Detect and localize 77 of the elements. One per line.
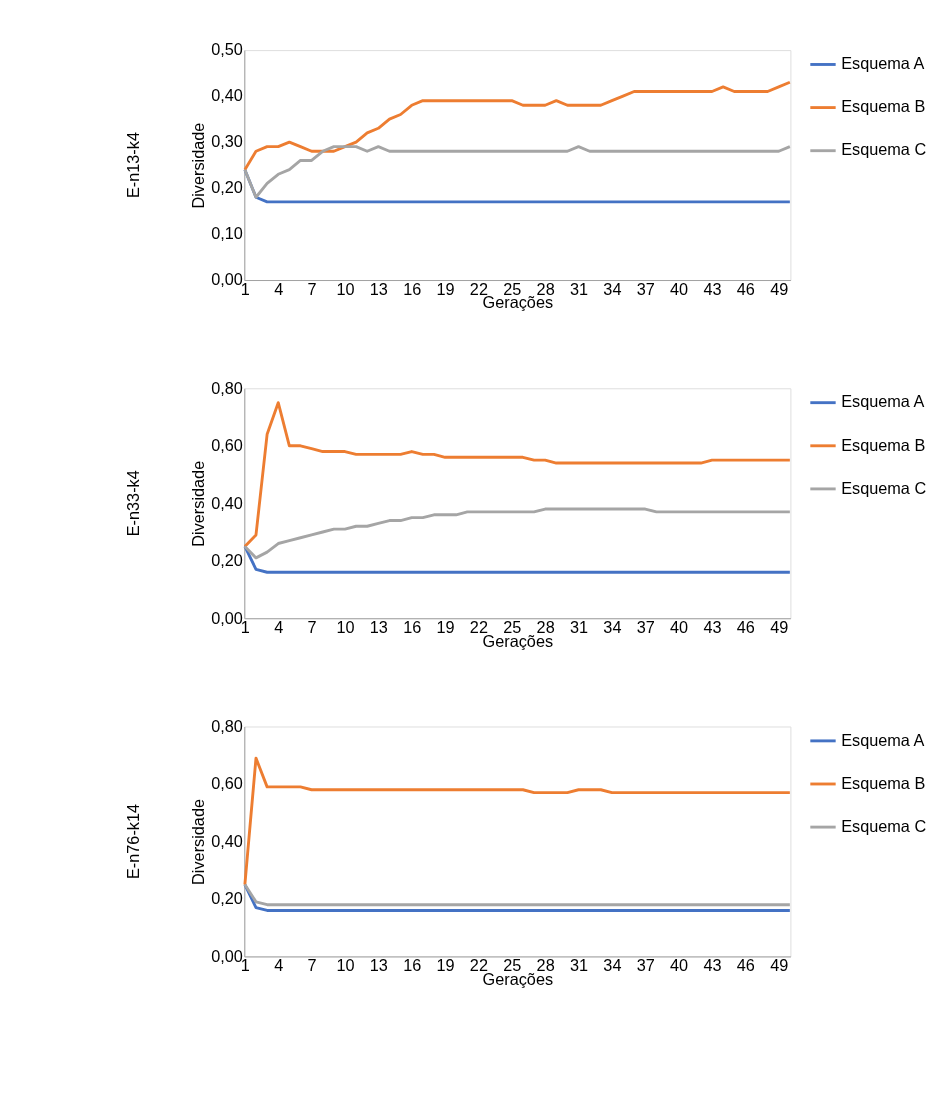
x-tick-label: 37 xyxy=(636,956,655,975)
x-tick-label: 7 xyxy=(307,618,317,637)
x-tick-label: 31 xyxy=(569,618,589,637)
x-tick-label: 7 xyxy=(307,279,317,298)
x-tick-label: 40 xyxy=(670,956,689,975)
y-axis-title: Diversidade xyxy=(188,460,207,547)
y-tick-label: 0,40 xyxy=(211,493,243,512)
x-tick-label: 49 xyxy=(770,618,789,637)
x-tick-label: 40 xyxy=(670,279,689,298)
x-tick-label: 49 xyxy=(770,956,789,975)
legend-label: Esquema B xyxy=(841,97,926,116)
legend-label: Esquema A xyxy=(841,730,925,749)
x-tick-label: 34 xyxy=(603,956,622,975)
x-tick-label: 10 xyxy=(336,956,355,975)
y-tick-label: 0,30 xyxy=(211,132,243,151)
x-tick-label: 40 xyxy=(670,618,689,637)
x-tick-label: 10 xyxy=(336,618,355,637)
x-tick-label: 16 xyxy=(403,618,422,637)
y-tick-label: 0,40 xyxy=(211,831,243,850)
x-tick-label: 43 xyxy=(703,279,722,298)
x-tick-label: 13 xyxy=(369,279,388,298)
legend-label: Esquema A xyxy=(841,392,925,411)
x-tick-label: 46 xyxy=(736,618,755,637)
x-tick-label: 19 xyxy=(436,279,455,298)
x-tick-label: 4 xyxy=(274,279,284,298)
x-tick-label: 43 xyxy=(703,956,722,975)
x-tick-label: 34 xyxy=(603,618,622,637)
legend-label: Esquema A xyxy=(841,54,925,73)
y-tick-label: 0,20 xyxy=(211,178,243,197)
x-tick-label: 10 xyxy=(336,279,355,298)
y-tick-label: 0,00 xyxy=(211,946,243,965)
x-tick-label: 46 xyxy=(736,279,755,298)
y-tick-label: 0,60 xyxy=(211,774,243,793)
x-tick-label: 16 xyxy=(403,956,422,975)
text: E-n13-k4 xyxy=(123,132,142,199)
x-tick-label: 25 xyxy=(503,956,522,975)
y-tick-label: 0,20 xyxy=(211,889,243,908)
x-tick-label: 34 xyxy=(603,279,622,298)
y-tick-label: 0,50 xyxy=(211,40,243,59)
x-tick-label: 43 xyxy=(703,618,722,637)
x-tick-label: 46 xyxy=(736,956,755,975)
y-tick-label: 0,40 xyxy=(211,86,243,105)
x-tick-label: 25 xyxy=(503,618,522,637)
x-tick-label: 37 xyxy=(636,279,655,298)
x-tick-label: 4 xyxy=(274,956,284,975)
x-tick-label: 4 xyxy=(274,618,284,637)
y-axis-title: Diversidade xyxy=(188,799,207,885)
y-tick-label: 0,60 xyxy=(211,436,243,455)
x-tick-label: 7 xyxy=(307,956,317,975)
line-series xyxy=(243,401,792,548)
legend-label: Esquema C xyxy=(841,478,927,497)
x-tick-label: 37 xyxy=(636,618,655,637)
legend-label: Esquema B xyxy=(841,435,926,454)
x-tick-label: 16 xyxy=(403,279,422,298)
x-tick-label: 31 xyxy=(569,279,589,298)
x-tick-label: 49 xyxy=(770,279,789,298)
y-tick-label: 0,80 xyxy=(211,716,243,735)
x-tick-label: 31 xyxy=(569,956,589,975)
y-axis-title: Diversidade xyxy=(188,122,207,209)
x-tick-label: 19 xyxy=(436,618,455,637)
legend-label: Esquema C xyxy=(841,140,927,159)
y-tick-label: 0,00 xyxy=(211,270,243,289)
x-tick-label: 28 xyxy=(536,956,555,975)
y-tick-label: 0,20 xyxy=(211,551,243,570)
x-tick-label: 28 xyxy=(536,618,555,637)
x-tick-label: 13 xyxy=(369,618,388,637)
legend-label: Esquema C xyxy=(841,816,927,835)
legend-label: Esquema B xyxy=(841,773,926,792)
x-tick-label: 13 xyxy=(369,956,388,975)
x-tick-label: 19 xyxy=(436,956,455,975)
text: E-n33-k4 xyxy=(123,470,142,537)
text: E-n76-k14 xyxy=(123,803,142,879)
y-tick-label: 0,10 xyxy=(211,224,243,243)
line-series xyxy=(243,756,792,887)
line-series xyxy=(243,80,792,172)
y-tick-label: 0,80 xyxy=(211,378,243,397)
y-tick-label: 0,00 xyxy=(211,608,243,627)
